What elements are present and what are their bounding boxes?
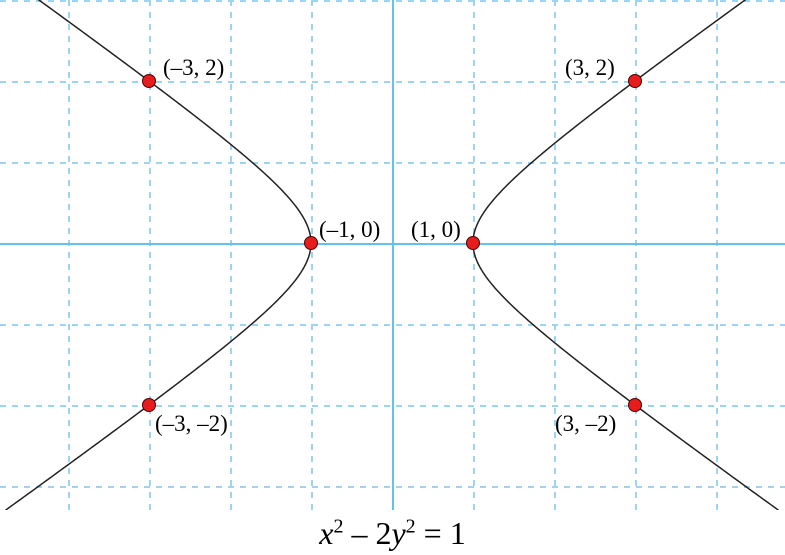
point-label: (1, 0) [411,217,461,243]
hyperbola-curve [0,0,785,510]
plot-area: (–3, 2) (3, 2) (–1, 0) (1, 0) (–3, –2) (3, –2… [0,0,785,510]
plotted-point [142,398,156,412]
point-label: (–1, 0) [319,217,380,243]
point-label: (–3, –2) [155,411,228,437]
point-label: (–3, 2) [163,55,224,81]
plotted-point [628,398,642,412]
plotted-point [304,236,318,250]
equation-text: x2 – 2y2 = 1 [0,515,785,552]
plotted-point [466,236,480,250]
point-label: (3, 2) [565,55,615,81]
plotted-point [628,74,642,88]
plotted-point [142,74,156,88]
point-label: (3, –2) [555,411,616,437]
